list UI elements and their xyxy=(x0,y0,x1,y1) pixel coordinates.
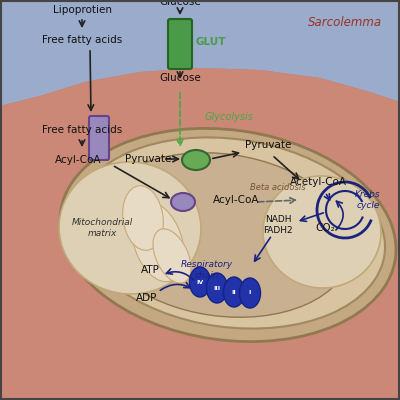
Text: GLUT: GLUT xyxy=(196,37,226,47)
Text: Pyruvate: Pyruvate xyxy=(125,154,171,164)
Ellipse shape xyxy=(132,202,184,282)
Ellipse shape xyxy=(60,128,396,342)
Text: Acyl-CoA: Acyl-CoA xyxy=(213,195,259,205)
Ellipse shape xyxy=(224,277,244,307)
Polygon shape xyxy=(0,68,400,400)
Ellipse shape xyxy=(240,278,260,308)
Ellipse shape xyxy=(59,162,201,294)
Text: CO₂: CO₂ xyxy=(315,223,335,233)
Ellipse shape xyxy=(92,153,352,317)
Text: I: I xyxy=(249,290,251,296)
Ellipse shape xyxy=(153,229,191,283)
Text: II: II xyxy=(232,290,236,294)
Text: Krebs
cycle: Krebs cycle xyxy=(355,190,381,210)
Text: Glucose: Glucose xyxy=(159,0,201,7)
Text: Free fatty acids: Free fatty acids xyxy=(42,125,122,135)
FancyBboxPatch shape xyxy=(168,19,192,69)
Text: Respiratory
chain: Respiratory chain xyxy=(181,260,233,280)
Text: Lipoprotien: Lipoprotien xyxy=(52,5,112,15)
Text: Mitochondrial
matrix: Mitochondrial matrix xyxy=(71,218,133,238)
Text: Beta acidosis: Beta acidosis xyxy=(250,184,306,192)
Ellipse shape xyxy=(123,186,163,250)
Text: Pyruvate: Pyruvate xyxy=(245,140,291,150)
Text: NADH
FADH2: NADH FADH2 xyxy=(263,215,293,235)
Polygon shape xyxy=(0,68,400,138)
FancyBboxPatch shape xyxy=(89,116,109,160)
Text: Acyl-CoA: Acyl-CoA xyxy=(55,155,101,165)
Text: Glucose: Glucose xyxy=(159,73,201,83)
Polygon shape xyxy=(0,106,400,400)
Ellipse shape xyxy=(171,193,195,211)
Text: ATP: ATP xyxy=(140,265,160,275)
Text: Sarcolemma: Sarcolemma xyxy=(308,16,382,28)
Text: Acetyl-CoA: Acetyl-CoA xyxy=(290,177,346,187)
Ellipse shape xyxy=(75,138,385,328)
Text: III: III xyxy=(214,286,220,290)
Ellipse shape xyxy=(206,273,228,303)
Text: ADP: ADP xyxy=(136,293,158,303)
Ellipse shape xyxy=(190,267,210,297)
Text: IV: IV xyxy=(196,280,204,284)
Text: Free fatty acids: Free fatty acids xyxy=(42,35,122,45)
Ellipse shape xyxy=(182,150,210,170)
Text: Glycolysis: Glycolysis xyxy=(205,112,254,122)
Ellipse shape xyxy=(263,176,381,288)
